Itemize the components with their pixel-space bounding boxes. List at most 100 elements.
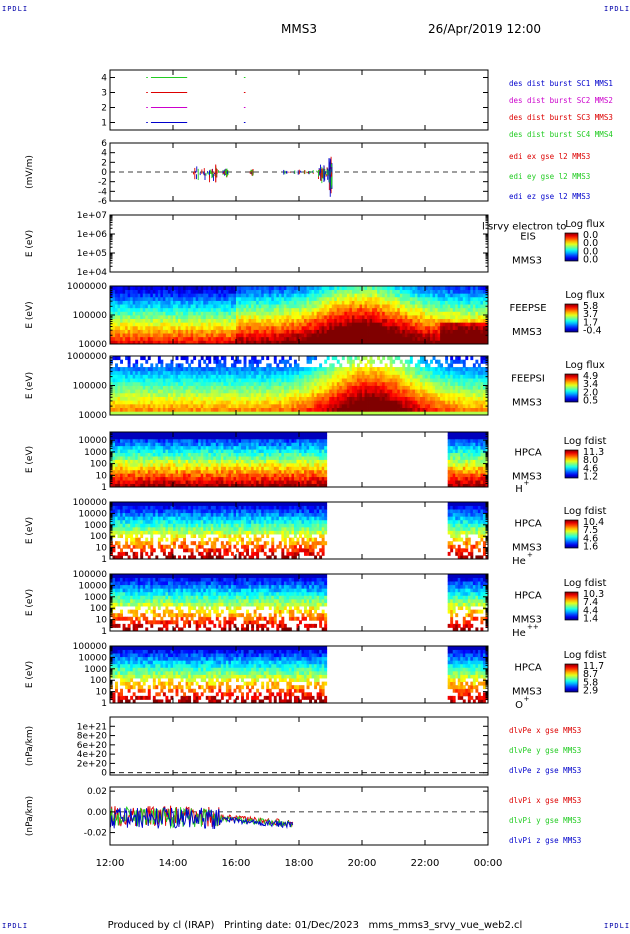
spectrogram-cell [228, 392, 232, 397]
spectrogram-cell [440, 336, 444, 341]
spectrogram-cell [442, 325, 446, 330]
spectrogram-cell [344, 311, 348, 316]
spectrogram-cell [127, 389, 131, 394]
spectrogram-cell [266, 296, 270, 301]
spectrogram-cell [220, 363, 224, 368]
spectrogram-cell [258, 378, 262, 383]
spectrogram-cell [281, 340, 285, 345]
spectrogram-cell [377, 385, 381, 390]
spectrogram-cell [314, 381, 318, 386]
spectrogram-cell [293, 304, 297, 309]
spectrogram-cell [225, 411, 229, 416]
spectrogram-cell [203, 340, 207, 345]
spectrogram-cell [283, 370, 287, 375]
spectrogram-cell [336, 396, 340, 401]
spectrogram-cell [273, 289, 277, 294]
spectrogram-cell [359, 381, 363, 386]
spectrogram-cell [276, 411, 280, 416]
spectrogram-cell [115, 411, 118, 416]
spectrogram-cell [425, 407, 428, 412]
spectrogram-cell [140, 333, 144, 338]
spectrogram-cell [173, 322, 176, 327]
spectrogram-cell [268, 322, 272, 327]
spectrogram-cell [266, 392, 270, 397]
spectrogram-cell [457, 296, 461, 301]
spectrogram-cell [110, 325, 113, 330]
legend-entry: edi ey gse l2 MMS3 [509, 172, 590, 181]
spectrogram-cell [220, 333, 224, 338]
spectrogram-cell [447, 396, 451, 401]
spectrogram-cell [412, 385, 416, 390]
spectrogram-cell [170, 367, 174, 372]
spectrogram-cell [195, 336, 199, 341]
spectrogram-cell [273, 325, 277, 330]
spectrogram-cell [384, 333, 388, 338]
spectrogram-cell [215, 356, 219, 361]
spectrogram-cell [399, 378, 403, 383]
spectrogram-cell [276, 340, 280, 345]
spectrogram-cell [334, 311, 338, 316]
spectrogram-cell [210, 304, 214, 309]
spectrogram-cell [407, 359, 411, 364]
spectrogram-cell [301, 311, 305, 316]
spectrogram-cell [180, 300, 184, 305]
spectrogram-cell [455, 289, 459, 294]
spectrogram-cell [394, 374, 398, 379]
spectrogram-cell [377, 389, 381, 394]
spectrogram-cell [213, 403, 217, 409]
spectrogram-cell [437, 385, 441, 390]
spectrogram-cell [117, 411, 121, 416]
spectrogram-cell [480, 378, 484, 383]
spectrogram-cell [271, 333, 275, 338]
spectrogram-cell [218, 359, 222, 364]
spectrogram-cell [205, 403, 209, 409]
spectrogram-cell [253, 286, 257, 291]
spectrogram-cell [273, 296, 277, 301]
spectrogram-cell [137, 286, 141, 291]
spectrogram-cell [230, 363, 234, 368]
spectrogram-cell [203, 385, 207, 390]
spectrogram-cell [389, 300, 393, 305]
spectrogram-cell [248, 329, 252, 334]
spectrogram-cell [301, 407, 305, 412]
spectrogram-cell [455, 400, 459, 405]
spectrogram-cell [482, 322, 486, 327]
spectrogram-cell [364, 315, 368, 320]
spectrogram-cell [387, 293, 391, 298]
spectrogram-cell [430, 286, 433, 291]
spectrogram-cell [248, 289, 252, 294]
spectrogram-cell [462, 289, 466, 294]
spectrogram-cell [455, 322, 459, 327]
spectrogram-cell [157, 293, 161, 298]
spectrogram-cell [122, 325, 126, 330]
spectrogram-cell [321, 396, 325, 401]
spectrogram-cell [306, 311, 310, 316]
spectrogram-cell [394, 385, 398, 390]
spectrogram-cell [387, 411, 391, 416]
spectrogram-cell [183, 400, 186, 405]
spectrogram-cell [407, 403, 411, 409]
spectrogram-cell [291, 336, 295, 341]
legend-entry: des dist burst SC3 MMS3 [509, 113, 613, 122]
spectrogram-cell [412, 315, 416, 320]
spectrogram-cell [127, 374, 131, 379]
spectrogram-cell [273, 367, 277, 372]
spectrogram-cell [170, 411, 174, 416]
spectrogram-cell [112, 403, 116, 409]
spectrogram-cell [362, 400, 365, 405]
spectrogram-cell [215, 374, 219, 379]
spectrogram-cell [382, 407, 386, 412]
spectrogram-cell [261, 411, 265, 416]
spectrogram-cell [427, 293, 431, 298]
spectrogram-cell [223, 381, 227, 386]
spectrogram-cell [178, 411, 181, 416]
spectrogram-cell [276, 403, 280, 409]
spectrogram-cell [246, 322, 249, 327]
spectrogram-cell [132, 407, 136, 412]
spectrogram-cell [314, 289, 318, 294]
spectrogram-cell [273, 403, 277, 409]
spectrogram-cell [447, 289, 451, 294]
spectrogram-cell [442, 407, 446, 412]
spectrogram-cell [482, 407, 486, 412]
spectrogram-cell [157, 311, 161, 316]
